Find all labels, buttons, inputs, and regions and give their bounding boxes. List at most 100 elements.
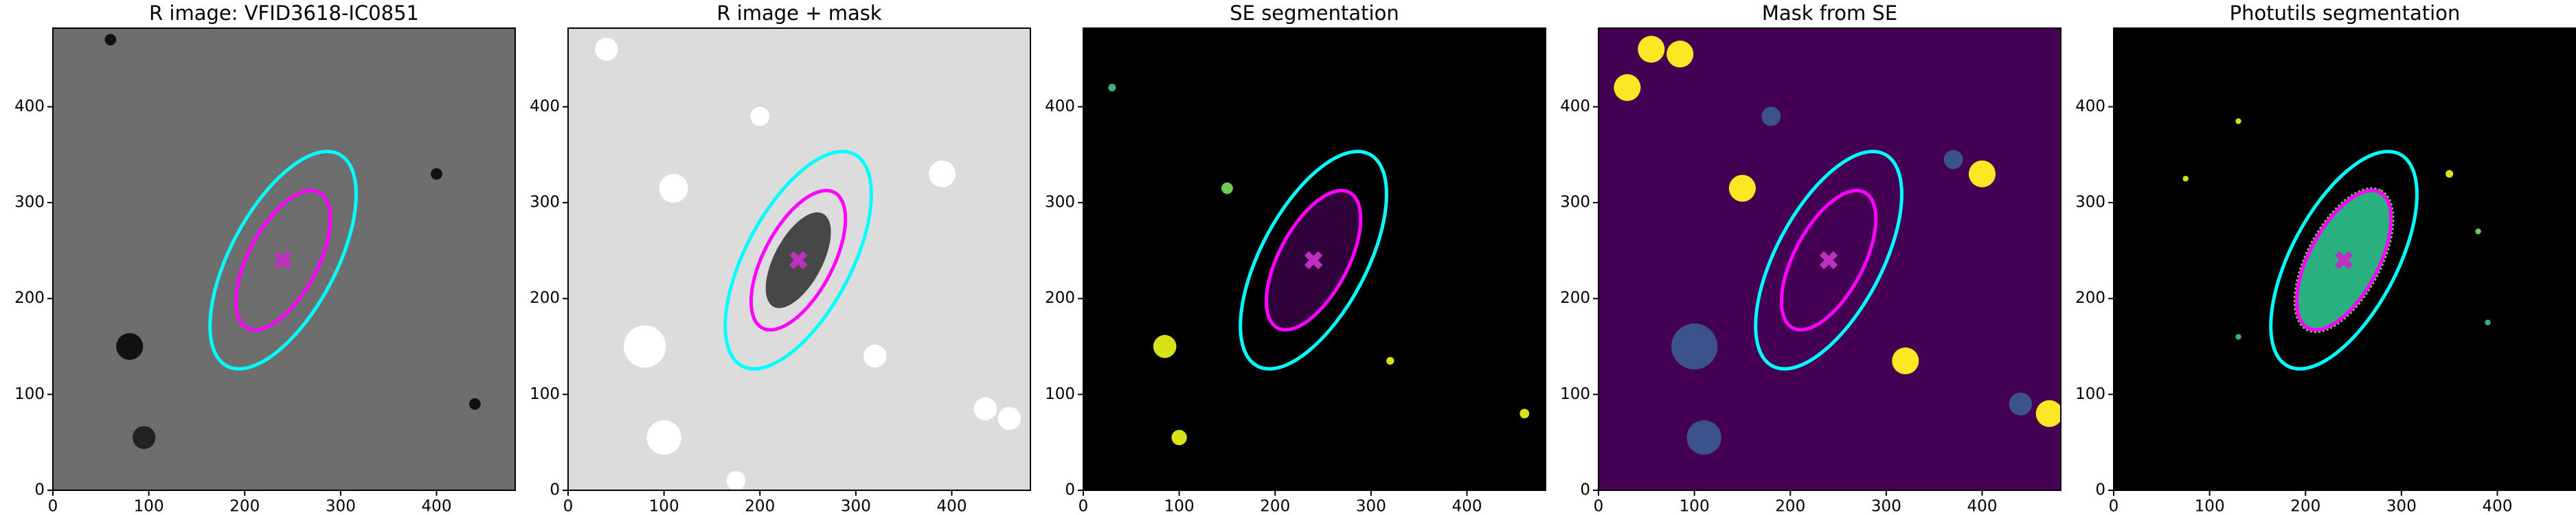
panel-title: Mask from SE: [1762, 1, 1897, 25]
aperture-ellipse: [208, 150, 358, 371]
x-tick-label: 300: [1356, 498, 1386, 515]
source: [2475, 228, 2481, 235]
panel: Mask from SE 0 100 200 300 400 0 100 200 300 400: [1560, 1, 2061, 515]
x-tick-label: 200: [229, 498, 260, 515]
source: [1108, 83, 1116, 92]
y-tick-label: 200: [2075, 289, 2105, 307]
panel-title: Photutils segmentation: [2230, 1, 2461, 25]
y-tick-label: 100: [14, 385, 45, 403]
source: [2235, 118, 2241, 124]
source: [104, 34, 117, 46]
aperture-ellipse: [1239, 150, 1388, 371]
aperture-ellipse: [1264, 188, 1363, 332]
source: [1968, 160, 1996, 187]
panel: Photutils segmentation 0 100 200 300 400 0 100 2…: [2075, 1, 2576, 515]
x-tick-label: 200: [2290, 498, 2320, 515]
x-tick-label: 400: [2483, 498, 2513, 515]
x-tick-label: 0: [1078, 498, 1089, 515]
y-tick-label: 0: [1580, 481, 1590, 499]
source: [116, 333, 144, 360]
aperture-ellipse: [234, 188, 332, 332]
y-tick-label: 400: [530, 98, 560, 115]
x-tick-label: 100: [1164, 498, 1195, 515]
source: [1728, 174, 1756, 202]
y-tick-label: 200: [14, 289, 45, 307]
x-tick-label: 400: [1967, 498, 1998, 515]
source: [595, 37, 618, 61]
axes-frame: [52, 27, 516, 491]
x-tick-label: 100: [649, 498, 679, 515]
source: [2485, 319, 2491, 325]
y-tick-label: 300: [14, 194, 45, 211]
source: [659, 174, 688, 203]
x-tick-label: 400: [937, 498, 967, 515]
x-tick-label: 300: [2386, 498, 2417, 515]
y-tick-label: 0: [550, 481, 560, 499]
center-marker: [789, 251, 808, 270]
y-tick-label: 100: [1560, 385, 1590, 403]
x-tick-label: 300: [326, 498, 356, 515]
source: [1943, 150, 1963, 170]
y-tick-label: 100: [1045, 385, 1075, 403]
source: [1153, 334, 1177, 358]
y-tick-label: 400: [14, 98, 45, 115]
source: [1171, 430, 1187, 446]
source: [2235, 334, 2241, 340]
aperture-ellipse: [1779, 188, 1878, 332]
x-tick-label: 300: [841, 498, 871, 515]
y-tick-label: 400: [1045, 98, 1075, 115]
x-tick-label: 400: [422, 498, 452, 515]
y-tick-label: 400: [2075, 98, 2105, 115]
x-tick-label: 0: [2109, 498, 2119, 515]
image-content: [104, 34, 481, 449]
aperture-ellipse: [2294, 188, 2393, 332]
y-tick-label: 200: [1560, 289, 1590, 307]
aperture-ellipse: [749, 188, 848, 332]
aperture-ellipse: [2269, 150, 2419, 371]
source: [468, 398, 481, 410]
source: [2445, 170, 2454, 178]
x-tick-label: 100: [2195, 498, 2225, 515]
x-tick-label: 300: [1871, 498, 1901, 515]
y-tick-label: 0: [34, 481, 45, 499]
source: [1221, 182, 1233, 194]
source: [132, 426, 156, 449]
center-marker: [1819, 251, 1838, 270]
x-tick-label: 100: [134, 498, 164, 515]
source: [997, 407, 1021, 431]
source: [2009, 392, 2033, 416]
y-tick-label: 300: [1560, 194, 1590, 211]
x-tick-label: 0: [563, 498, 574, 515]
x-tick-label: 100: [1680, 498, 1710, 515]
x-tick-label: 200: [1260, 498, 1290, 515]
source: [750, 106, 770, 126]
x-tick-label: 400: [1452, 498, 1482, 515]
x-tick-label: 200: [745, 498, 775, 515]
source: [863, 344, 887, 368]
source: [431, 168, 442, 180]
center-marker: [2334, 251, 2353, 270]
source: [1638, 36, 1665, 63]
y-tick-label: 200: [1045, 289, 1075, 307]
axes-frame: [1083, 27, 1546, 491]
source: [1519, 409, 1530, 419]
x-tick-label: 0: [48, 498, 58, 515]
x-tick-label: 0: [1594, 498, 1604, 515]
source: [1386, 356, 1394, 365]
panel-title: R image + mask: [716, 1, 882, 25]
panel: R image: VFID3618-IC0851 0 100 200 300 400 0 10…: [14, 1, 516, 515]
source: [973, 397, 997, 421]
y-tick-label: 300: [1045, 194, 1075, 211]
source: [928, 160, 956, 187]
panel: SE segmentation 0 100 200 300 400 0 100 200 300 40…: [1045, 1, 1546, 515]
y-tick-label: 300: [530, 194, 560, 211]
source: [646, 420, 681, 455]
image-content: [595, 37, 1021, 490]
y-tick-label: 100: [530, 385, 560, 403]
panel: R image + mask 0 100 200 300 400 0 100 200 300 400: [530, 1, 1031, 515]
y-tick-label: 300: [2075, 194, 2105, 211]
source: [2035, 400, 2061, 427]
axes-frame: [567, 27, 1031, 491]
aperture-ellipse: [1754, 150, 1903, 371]
